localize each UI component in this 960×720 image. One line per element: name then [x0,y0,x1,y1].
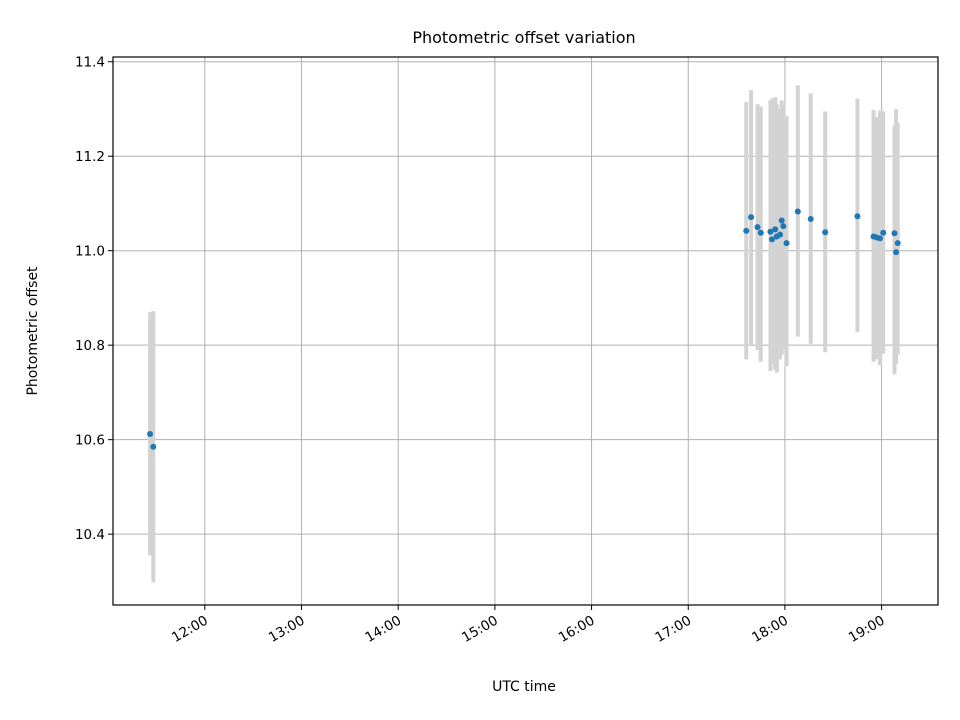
data-point [891,230,898,237]
y-tick-label: 11.4 [75,55,105,71]
data-point [769,236,776,243]
plot-area-frame [112,56,939,606]
data-point [147,430,154,437]
data-point [807,216,814,223]
data-point [880,229,887,236]
y-tick-label: 10.6 [75,433,105,449]
data-point [150,443,157,450]
y-tick-label: 10.8 [75,338,105,354]
data-point [780,223,787,230]
data-point [778,217,785,224]
data-point [757,229,764,236]
data-point [822,229,829,236]
data-point [894,240,901,247]
data-point [772,226,779,233]
y-tick-label: 11.2 [75,149,105,165]
y-tick-label: 10.4 [75,527,105,543]
data-point [748,214,755,221]
y-axis-ticks: 10.4 10.6 10.8 11.0 11.2 11.4 [75,55,113,543]
grid-lines [113,57,938,605]
data-points [147,208,901,450]
data-point [854,213,861,220]
data-point [777,231,784,238]
chart-title: Photometric offset variation [412,28,635,47]
data-point [794,208,801,215]
y-axis-label: Photometric offset [25,266,41,396]
data-point [767,228,774,235]
data-point [783,240,790,247]
data-point [876,235,883,242]
y-tick-label: 11.0 [75,244,105,260]
x-axis-label: UTC time [492,679,556,695]
data-point [754,224,761,231]
data-point [743,227,750,234]
data-point [893,249,900,256]
